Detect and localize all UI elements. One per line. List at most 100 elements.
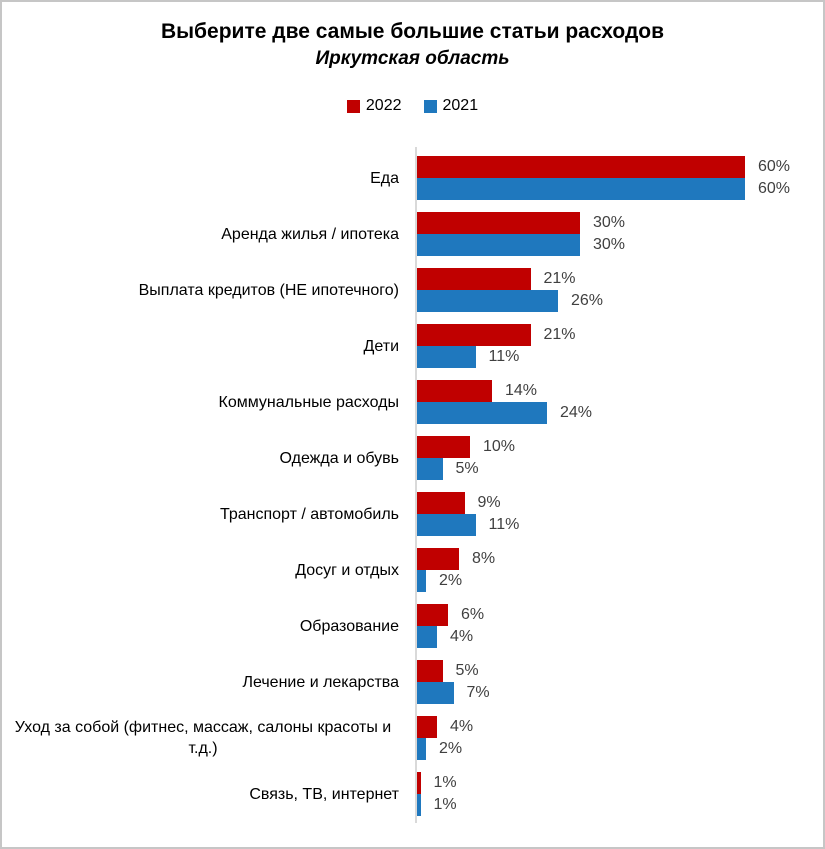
value-label-2022: 5% <box>455 662 479 679</box>
category-label-cell: Лечение и лекарства <box>2 654 415 710</box>
chart-row: Коммунальные расходы 14% 24% <box>2 374 823 430</box>
bars-group: 30% 30% <box>415 212 823 256</box>
chart-row: Связь, ТВ, интернет 1% 1% <box>2 766 823 822</box>
value-label-2022: 6% <box>461 606 485 623</box>
bar-2022 <box>415 380 492 402</box>
category-label-cell: Коммунальные расходы <box>2 374 415 430</box>
value-label-2021: 2% <box>439 572 463 589</box>
bar-line-2021: 11% <box>415 346 823 368</box>
category-label-cell: Транспорт / автомобиль <box>2 486 415 542</box>
chart-row: Одежда и обувь 10% 5% <box>2 430 823 486</box>
value-label-2021: 5% <box>455 460 479 477</box>
category-label: Лечение и лекарства <box>242 673 399 691</box>
legend-label-2021: 2021 <box>442 97 479 114</box>
bars-group: 1% 1% <box>415 772 823 816</box>
bar-2021 <box>415 626 437 648</box>
bar-line-2021: 2% <box>415 738 823 760</box>
bar-line-2022: 1% <box>415 772 823 794</box>
value-label-2021: 24% <box>560 404 593 421</box>
bar-2022 <box>415 212 580 234</box>
value-label-2022: 8% <box>472 550 496 567</box>
category-label-cell: Аренда жилья / ипотека <box>2 206 415 262</box>
chart-row: Досуг и отдых 8% 2% <box>2 542 823 598</box>
legend-swatch-2022-icon <box>346 99 360 113</box>
bar-2022 <box>415 660 443 682</box>
chart-title: Выберите две самые большие статьи расход… <box>160 20 665 43</box>
bar-line-2021: 1% <box>415 794 823 816</box>
chart-row: Аренда жилья / ипотека 30% 30% <box>2 206 823 262</box>
chart-row: Еда 60% 60% <box>2 150 823 206</box>
category-label: Дети <box>363 337 399 355</box>
category-label-cell: Дети <box>2 318 415 374</box>
bar-2021 <box>415 290 558 312</box>
legend-item-2022: 2022 <box>346 97 402 115</box>
chart-row: Выплата кредитов (НЕ ипотечного) 21% 26% <box>2 262 823 318</box>
chart-row: Дети 21% 11% <box>2 318 823 374</box>
bars-group: 8% 2% <box>415 548 823 592</box>
bars-group: 5% 7% <box>415 660 823 704</box>
category-label: Коммунальные расходы <box>218 393 399 411</box>
legend-swatch-2021-icon <box>423 99 437 113</box>
bars-group: 60% 60% <box>415 156 823 200</box>
bar-2021 <box>415 682 454 704</box>
chart-row: Уход за собой (фитнес, массаж, салоны кр… <box>2 710 823 766</box>
bar-2021 <box>415 346 476 368</box>
bar-line-2022: 30% <box>415 212 823 234</box>
value-label-2022: 1% <box>433 774 457 791</box>
bar-line-2022: 8% <box>415 548 823 570</box>
bar-line-2021: 2% <box>415 570 823 592</box>
bar-2021 <box>415 794 421 816</box>
value-label-2022: 21% <box>543 326 576 343</box>
bar-2022 <box>415 716 437 738</box>
value-label-2022: 4% <box>450 718 474 735</box>
bar-chart: Еда 60% 60% Аренда жилья / ипотека 30% 30% Вып… <box>2 147 823 823</box>
chart-row: Лечение и лекарства 5% 7% <box>2 654 823 710</box>
chart-subtitle: Иркутская область <box>315 48 510 69</box>
bar-line-2021: 24% <box>415 402 823 424</box>
category-label: Выплата кредитов (НЕ ипотечного) <box>138 281 399 299</box>
value-label-2021: 60% <box>758 180 791 197</box>
bars-group: 21% 11% <box>415 324 823 368</box>
bars-group: 10% 5% <box>415 436 823 480</box>
bar-line-2021: 4% <box>415 626 823 648</box>
bar-2021 <box>415 570 426 592</box>
category-label-cell: Еда <box>2 150 415 206</box>
bar-line-2021: 7% <box>415 682 823 704</box>
value-label-2022: 10% <box>483 438 516 455</box>
chart-row: Транспорт / автомобиль 9% 11% <box>2 486 823 542</box>
category-label: Связь, ТВ, интернет <box>249 785 399 803</box>
value-label-2021: 11% <box>488 348 520 365</box>
bars-group: 9% 11% <box>415 492 823 536</box>
bar-line-2021: 26% <box>415 290 823 312</box>
category-label: Уход за собой (фитнес, массаж, салоны кр… <box>14 719 392 757</box>
bar-2022 <box>415 324 531 346</box>
category-label: Одежда и обувь <box>279 449 399 467</box>
bar-line-2022: 14% <box>415 380 823 402</box>
bar-2022 <box>415 604 448 626</box>
bar-2021 <box>415 458 443 480</box>
category-label: Еда <box>370 169 399 187</box>
category-label-cell: Досуг и отдых <box>2 542 415 598</box>
bar-line-2021: 30% <box>415 234 823 256</box>
legend-item-2021: 2021 <box>423 97 479 115</box>
legend: 2022 2021 <box>2 96 823 116</box>
category-label: Образование <box>299 617 399 635</box>
bar-line-2022: 9% <box>415 492 823 514</box>
bar-line-2022: 60% <box>415 156 823 178</box>
y-axis-line <box>415 147 417 823</box>
category-label-cell: Выплата кредитов (НЕ ипотечного) <box>2 262 415 318</box>
category-label-cell: Уход за собой (фитнес, массаж, салоны кр… <box>2 710 415 766</box>
legend-label-2022: 2022 <box>365 97 402 114</box>
bar-line-2021: 60% <box>415 178 823 200</box>
bar-line-2022: 5% <box>415 660 823 682</box>
value-label-2021: 4% <box>450 628 474 645</box>
category-label: Аренда жилья / ипотека <box>221 225 399 243</box>
bar-2021 <box>415 402 547 424</box>
bar-line-2022: 21% <box>415 324 823 346</box>
chart-rows: Еда 60% 60% Аренда жилья / ипотека 30% 30% Вып… <box>2 150 823 822</box>
bars-group: 4% 2% <box>415 716 823 760</box>
value-label-2022: 21% <box>543 270 576 287</box>
value-label-2022: 9% <box>477 494 501 511</box>
bar-2022 <box>415 492 465 514</box>
